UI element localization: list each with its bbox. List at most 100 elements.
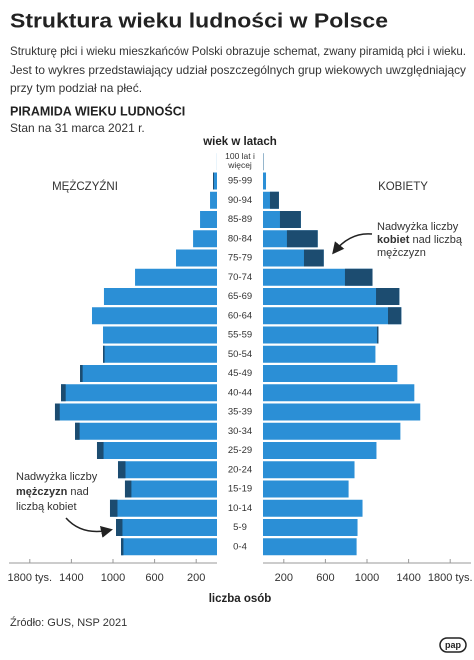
description: Jest to wykres przedstawiający udział po…	[10, 63, 466, 77]
bar	[200, 211, 217, 228]
surplus-bar	[96, 442, 104, 459]
y-tick-label: 70-74	[228, 272, 252, 283]
surplus-bar	[54, 403, 60, 421]
y-tick-label: 55-59	[228, 330, 252, 341]
description: przy tym podział na płeć.	[10, 81, 142, 95]
bar	[135, 268, 217, 286]
surplus-bar	[388, 307, 402, 325]
logo-frame	[439, 637, 467, 653]
legend-label: MĘŻCZYŹNI	[52, 180, 118, 193]
category-box: 100 lat i więcej	[225, 151, 255, 170]
x-axis-label: liczba osób	[209, 593, 272, 605]
annotation-part: nad liczbą	[412, 234, 462, 246]
bar	[263, 461, 355, 479]
annotation-arrow	[332, 233, 373, 255]
x-tick-label: 1800 tys.	[7, 572, 52, 584]
bar	[103, 288, 217, 305]
annotation-bold: mężczyzn	[16, 486, 68, 498]
x-tick-label: 1000	[101, 572, 125, 584]
y-tick-label: 75-79	[228, 253, 252, 264]
annotation-part: nad	[70, 486, 88, 498]
y-tick-label: 20-24	[228, 464, 252, 475]
y-tick-label: 5-9	[233, 522, 247, 533]
x-tick-label: 1400	[396, 572, 420, 584]
subtitle: PIRAMIDA WIEKU LUDNOŚCI	[10, 103, 185, 118]
bar	[263, 538, 357, 556]
surplus-bar	[117, 461, 126, 479]
bar	[263, 499, 363, 517]
bar	[263, 307, 402, 325]
y-tick-label: 50-54	[228, 349, 252, 360]
x-tick-label: 1400	[59, 572, 83, 584]
surplus-bar	[269, 191, 279, 209]
bar	[75, 422, 217, 440]
bar	[263, 384, 415, 402]
y-tick-label: 40-44	[228, 387, 252, 398]
y-tick-label: 10-14	[228, 503, 252, 514]
annotation: liczbą kobiet	[16, 501, 77, 513]
bar	[116, 519, 217, 536]
y-tick-label: 95-99	[228, 176, 252, 187]
annotation-bold: kobiet	[377, 234, 410, 246]
surplus-bar	[121, 538, 124, 556]
bar	[91, 307, 217, 325]
surplus-bar	[109, 499, 118, 517]
bar	[263, 422, 401, 440]
y-tick-label: 25-29	[228, 445, 252, 456]
y-tick-label: 45-49	[228, 368, 252, 379]
annotation: mężczyzn	[377, 247, 426, 259]
annotation: kobiet nad liczbą	[377, 234, 463, 246]
date-note: Stan na 31 marca 2021 r.	[10, 121, 145, 135]
bar	[263, 326, 379, 344]
bar	[117, 461, 217, 479]
y-axis-label: wiek w latach	[202, 136, 277, 148]
bar	[80, 365, 217, 382]
bar	[263, 288, 400, 305]
surplus-bar	[286, 230, 318, 248]
bar	[193, 230, 217, 248]
bar	[263, 442, 377, 459]
surplus-bar	[213, 172, 214, 190]
bar	[121, 538, 217, 556]
y-tick-label: 0-4	[233, 541, 247, 552]
source: Źródło: GUS, NSP 2021	[10, 616, 127, 629]
bar	[176, 249, 217, 267]
bar	[54, 403, 217, 421]
bar	[263, 365, 398, 382]
chart-title: Struktura wieku ludności w Polsce	[10, 10, 388, 32]
y-tick-label: 100 lat i więcej	[225, 151, 255, 170]
annotation: Nadwyżka liczby	[377, 221, 459, 233]
legend-label: KOBIETY	[378, 181, 428, 193]
logo: pap	[445, 640, 462, 650]
surplus-bar	[103, 345, 105, 363]
surplus-bar	[124, 480, 132, 498]
surplus-bar	[376, 326, 379, 344]
bar	[263, 345, 376, 363]
surplus-bar	[376, 288, 400, 305]
x-tick-label: 1800 tys.	[428, 572, 473, 584]
x-tick-label: 200	[187, 572, 205, 584]
bar	[61, 384, 217, 402]
y-tick-label: 85-89	[228, 214, 252, 225]
bar	[263, 480, 349, 498]
y-tick-label: 60-64	[228, 310, 252, 321]
bar	[263, 519, 358, 536]
bar	[96, 442, 217, 459]
bar	[103, 326, 217, 344]
bar	[109, 499, 217, 517]
surplus-bar	[61, 384, 66, 402]
surplus-bar	[344, 268, 373, 286]
surplus-bar	[303, 249, 324, 267]
surplus-bar	[80, 365, 83, 382]
y-tick-label: 65-69	[228, 291, 252, 302]
x-tick-label: 600	[145, 572, 163, 584]
x-tick-label: 1000	[355, 572, 379, 584]
annotation-arrow	[65, 517, 113, 538]
bar	[124, 480, 217, 498]
y-tick-label: 80-84	[228, 233, 252, 244]
surplus-bar	[279, 211, 301, 228]
bar	[263, 172, 267, 190]
annotation: mężczyzn nad	[16, 486, 89, 498]
